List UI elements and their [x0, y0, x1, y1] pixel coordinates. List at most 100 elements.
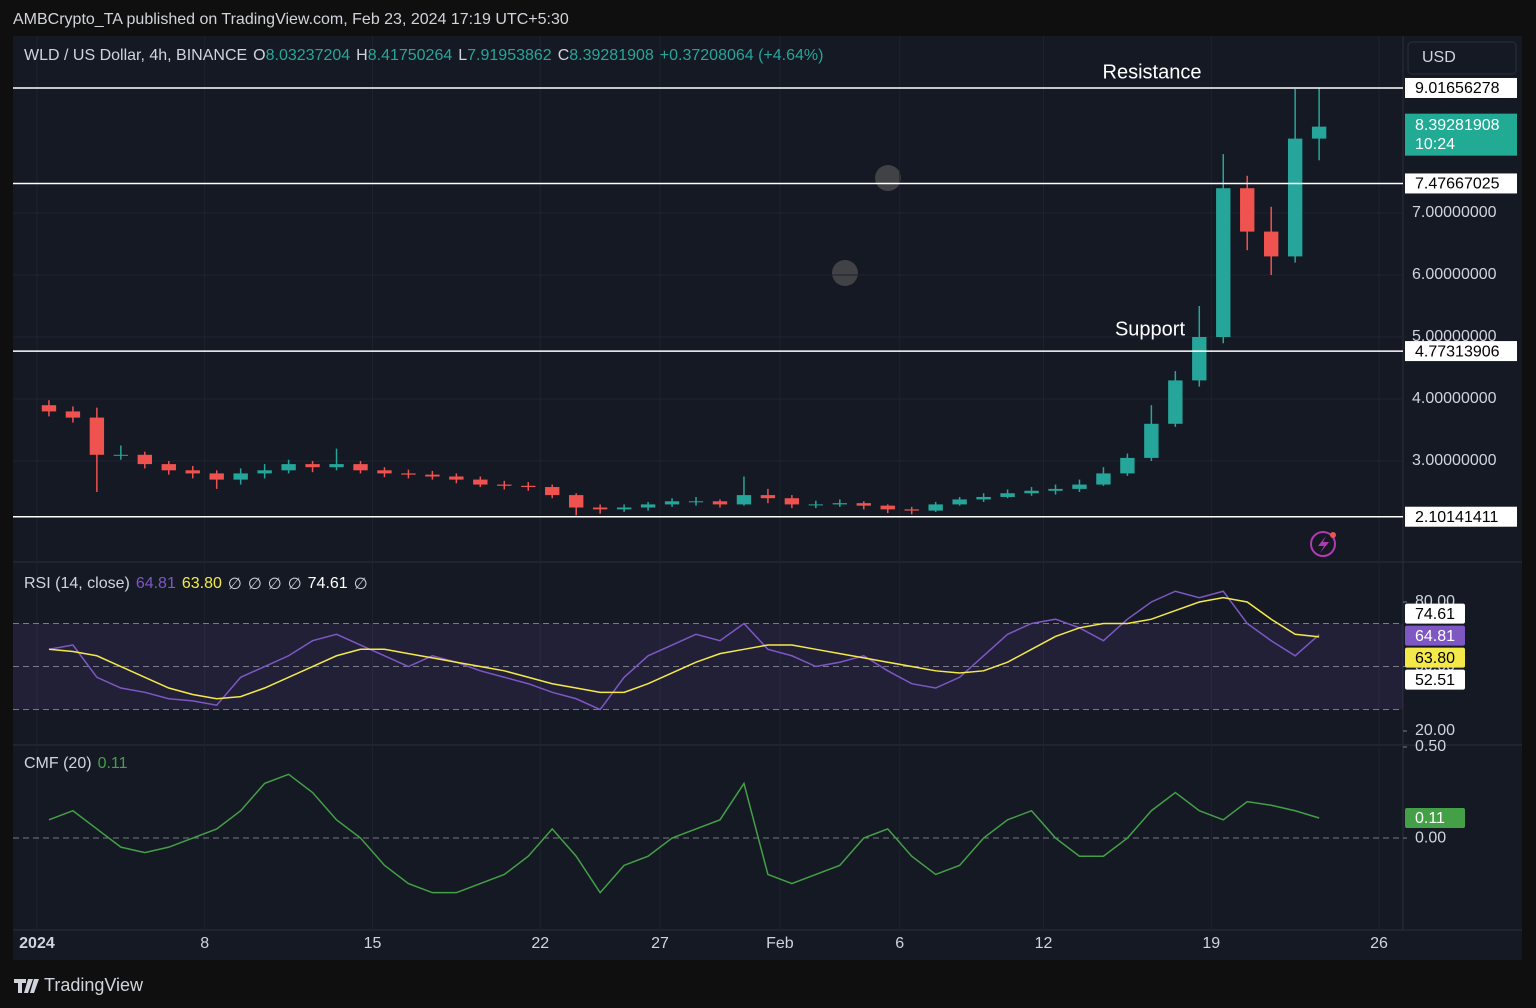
axis-label-box	[1405, 808, 1465, 829]
candle-body	[1240, 188, 1255, 232]
candle-body	[401, 473, 416, 475]
annotation: Support	[1115, 318, 1185, 340]
ohlc-item: O8.03237204	[253, 47, 350, 65]
indicator-value: 63.80	[181, 575, 222, 592]
level-label-box	[1405, 506, 1517, 527]
annotation: Resistance	[1103, 61, 1202, 83]
candle-body	[712, 501, 728, 505]
candle-body	[65, 411, 81, 418]
candle-body	[353, 464, 368, 471]
candle-body	[760, 495, 776, 499]
last-price: 8.39281908	[1415, 117, 1500, 134]
alert-bolt	[1318, 536, 1329, 553]
candle-body	[113, 454, 129, 456]
x-tick-label: 22	[531, 935, 549, 952]
indicator-value: ∅	[227, 576, 242, 593]
level-label: 2.10141411	[1415, 509, 1498, 526]
candle-body	[1096, 473, 1111, 485]
candle-body	[209, 473, 224, 480]
axis-label-box	[1405, 669, 1465, 690]
candle-body	[41, 405, 57, 412]
indicator-value: 64.81	[135, 575, 176, 592]
x-tick-label: 15	[364, 935, 382, 952]
candle-body	[880, 505, 895, 510]
currency-box[interactable]	[1407, 41, 1517, 75]
level-label-box	[1405, 341, 1517, 362]
level-label: 4.77313906	[1415, 343, 1500, 360]
y-tick-label: 0.50	[1415, 738, 1446, 755]
indicator-line	[48, 596, 1320, 700]
candle-body	[185, 470, 200, 474]
indicator-title: CMF (20)	[24, 755, 92, 772]
indicator-value: ∅	[353, 576, 368, 593]
ohlc-item: H8.41750264	[356, 47, 452, 65]
level-label: 7.47667025	[1415, 176, 1500, 193]
countdown: 10:24	[1415, 136, 1455, 153]
axis-label: 64.81	[1415, 628, 1455, 645]
candle-body	[281, 464, 296, 471]
candle-body	[377, 470, 392, 474]
candle-body	[1024, 490, 1039, 494]
indicator-value: ∅	[267, 576, 282, 593]
ohlc-value: 8.41750264	[367, 47, 453, 64]
rsi-legend: RSI (14, close) 64.81 63.80 ∅ ∅ ∅ ∅ 74.61 ∅	[24, 574, 368, 594]
brand-logo	[14, 979, 39, 993]
last-price-box	[1405, 113, 1517, 156]
x-tick-label: 12	[1035, 935, 1053, 952]
candle-body	[904, 509, 919, 511]
x-tick-label: 6	[895, 935, 904, 952]
candle-body	[1192, 337, 1207, 381]
candle-body	[233, 473, 248, 480]
symbol: WLD / US Dollar, 4h, BINANCE	[24, 47, 248, 64]
marker-dot	[875, 165, 901, 191]
ohlc-key: C	[557, 47, 570, 64]
candle-body	[569, 495, 584, 508]
candle-body	[928, 504, 943, 511]
indicator-value: ∅	[247, 576, 262, 593]
ohlc-key: L	[458, 47, 468, 64]
level-label: 9.01656278	[1415, 80, 1500, 97]
candle-body	[664, 501, 680, 505]
axis-label: 74.61	[1415, 606, 1455, 623]
candle-body	[616, 507, 632, 510]
y-tick-label: 4.00000000	[1412, 390, 1497, 407]
y-tick-label: 5.00000000	[1412, 328, 1497, 345]
axis-label-box	[1405, 625, 1465, 646]
candle-body	[1000, 493, 1015, 497]
y-tick-label: 0.00	[1415, 829, 1446, 846]
ohlc-value: 8.03237204	[265, 47, 351, 64]
axis-label: 52.51	[1415, 672, 1455, 689]
candle-body	[161, 464, 176, 471]
indicator-line	[48, 773, 1320, 894]
cmf-legend: CMF (20) 0.11	[24, 755, 128, 773]
x-tick-label: 26	[1370, 935, 1388, 952]
axis-label: 0.11	[1415, 810, 1445, 827]
x-tick-label: 8	[200, 935, 209, 952]
candle-body	[736, 495, 752, 505]
level-label-box	[1405, 77, 1517, 98]
alert-icon[interactable]	[1310, 531, 1336, 557]
candle-body	[1072, 484, 1087, 489]
candle-body	[1287, 138, 1303, 257]
y-tick-label: 7.00000000	[1412, 204, 1497, 221]
candle-body	[640, 504, 656, 508]
candle-body	[1168, 380, 1183, 424]
candle-body	[545, 487, 560, 496]
candle-body	[473, 479, 488, 485]
level-label-box	[1405, 173, 1517, 194]
candle-body	[1144, 423, 1159, 458]
change: +0.37208064 (+4.64%)	[659, 47, 824, 64]
candle-body	[1120, 457, 1135, 474]
indicator-line	[48, 590, 1320, 711]
candle-body	[1216, 188, 1231, 338]
axis-label-box	[1405, 603, 1465, 624]
candle-body	[808, 504, 824, 506]
x-tick-label: 2024	[19, 935, 55, 952]
y-tick-label: 6.00000000	[1412, 266, 1497, 283]
ohlc-item: C8.39281908	[558, 47, 654, 65]
axis-label: 63.80	[1415, 650, 1455, 667]
indicator-value: 0.11	[97, 755, 128, 772]
candle-body	[1311, 126, 1327, 139]
